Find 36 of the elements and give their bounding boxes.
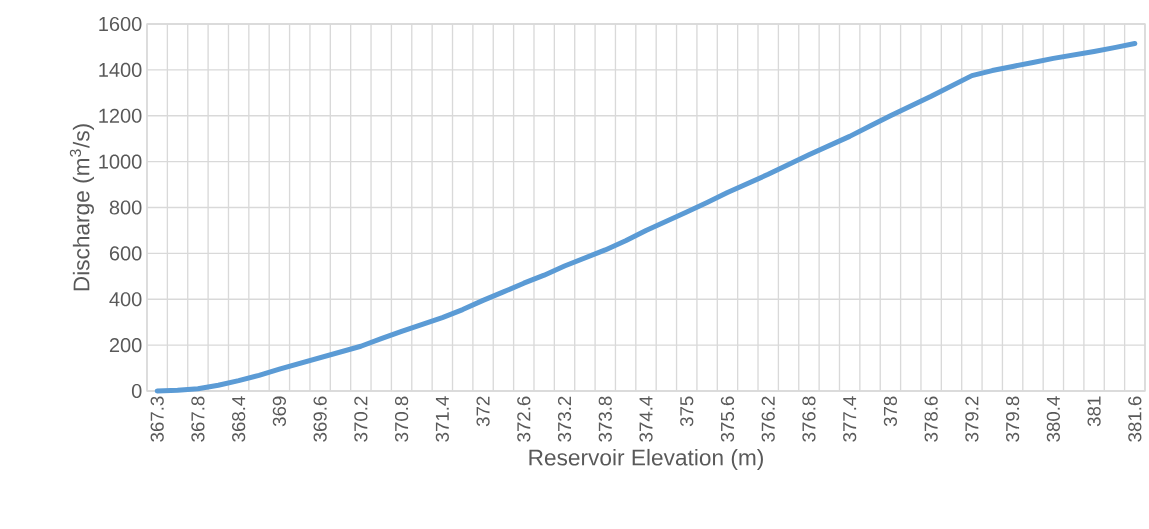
x-tick-label: 372 (476, 396, 490, 427)
x-tick-label: 367.3 (150, 396, 164, 442)
x-tick-label: 370.2 (354, 396, 368, 442)
x-tick-label: 372.6 (517, 396, 531, 442)
x-tick-label: 381 (1087, 396, 1101, 427)
x-tick-label: 373.2 (557, 396, 572, 442)
x-tick-label: 367.8 (191, 396, 205, 442)
x-tick-label: 381.6 (1128, 396, 1142, 442)
x-tick-label: 369.6 (313, 396, 327, 442)
x-tick-label: 379.2 (965, 396, 979, 442)
x-tick-label: 376.8 (802, 396, 816, 442)
x-tick-label: 375.6 (720, 396, 735, 442)
x-tick-label: 375 (680, 396, 694, 427)
x-tick-label: 378 (883, 396, 898, 427)
y-tick-label: 200 (109, 338, 142, 353)
y-tick-label: 1400 (99, 62, 142, 77)
y-tick-label: 1600 (99, 16, 142, 32)
x-tick-label: 371.4 (435, 396, 449, 442)
x-tick-label: 377.4 (843, 396, 857, 442)
y-tick-label: 0 (131, 383, 142, 399)
y-axis-title: Discharge (m$^{3}$/s) (69, 124, 94, 291)
x-tick-label: 378.6 (924, 396, 938, 442)
x-tick-label: 369 (272, 396, 287, 427)
y-tick-label: 1200 (99, 108, 142, 123)
y-tick-label: 1000 (99, 154, 142, 169)
y-tick-label: 600 (109, 246, 142, 261)
x-tick-label: 370.8 (394, 396, 409, 442)
y-tick-label: 400 (109, 292, 142, 307)
x-tick-label: 374.4 (639, 396, 653, 442)
x-tick-label: 380.4 (1046, 396, 1060, 442)
x-tick-label: 368.4 (232, 396, 246, 442)
y-tick-label: 800 (109, 200, 142, 215)
x-axis-title: Reservoir Elevation (m) (529, 448, 763, 471)
x-tick-label: 379.8 (1005, 396, 1020, 442)
x-tick-label: 376.2 (761, 396, 775, 442)
x-tick-label: 373.8 (598, 396, 612, 442)
